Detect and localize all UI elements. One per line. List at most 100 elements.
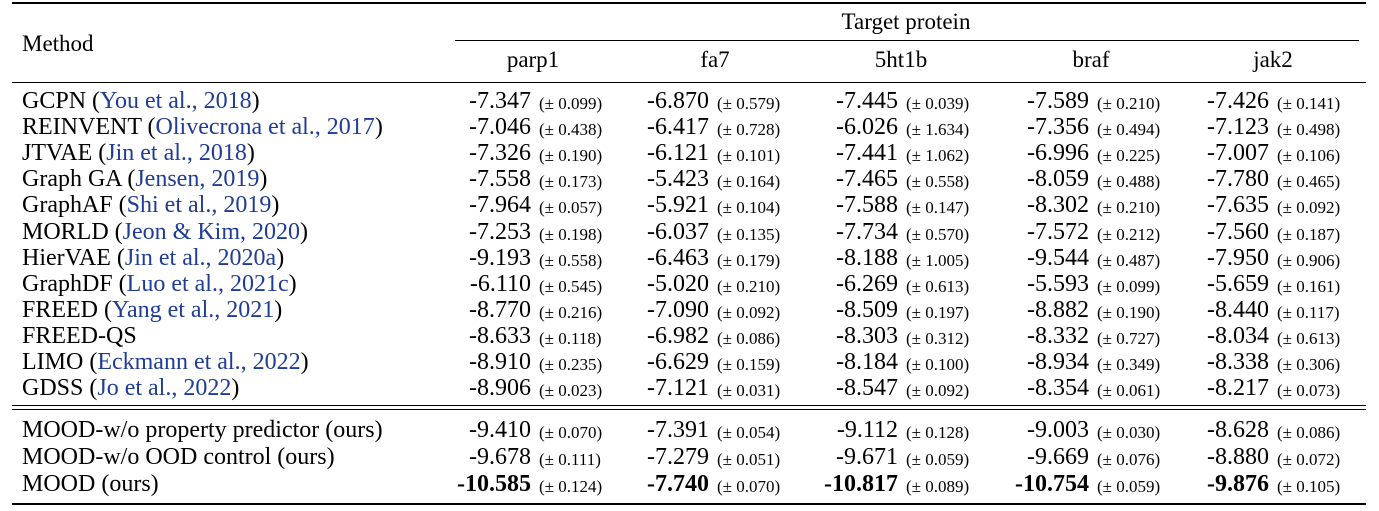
- score-std: (± 0.498): [1277, 120, 1341, 139]
- citation-link[interactable]: Eckmann et al., 2022: [97, 349, 301, 375]
- method-name: MOOD-w/o OOD control (ours): [22, 445, 335, 469]
- score-std: (± 0.039): [906, 94, 970, 113]
- score-value: -9.410: [469, 417, 531, 443]
- method-label: GDSS: [22, 375, 84, 401]
- score-std: (± 0.086): [717, 329, 781, 348]
- score-value: -9.876: [1207, 471, 1269, 497]
- score-value: -7.558: [469, 166, 531, 192]
- score-std: (± 0.613): [906, 277, 970, 296]
- score-std: (± 0.105): [1277, 477, 1341, 496]
- score-value: -9.003: [1027, 417, 1089, 443]
- score-std: (± 0.579): [717, 94, 781, 113]
- score-value: -9.544: [1027, 245, 1089, 271]
- method-name: REINVENT (Olivecrona et al., 2017): [22, 114, 383, 140]
- citation-link[interactable]: You et al., 2018: [100, 88, 252, 114]
- score-value: -8.188: [836, 245, 898, 271]
- col-header-jak2: jak2: [1253, 47, 1293, 72]
- score-std: (± 0.225): [1097, 146, 1161, 165]
- score-std: (± 0.111): [539, 450, 601, 469]
- score-value: -8.880: [1207, 444, 1269, 470]
- score-value: -7.426: [1207, 88, 1269, 114]
- score-std: (± 0.031): [717, 381, 781, 400]
- score-value: -6.121: [647, 140, 709, 166]
- score-value: -8.910: [469, 349, 531, 375]
- score-std: (± 0.190): [1097, 303, 1161, 322]
- score-std: (± 0.349): [1097, 355, 1161, 374]
- citation-link[interactable]: Jensen, 2019: [135, 166, 260, 192]
- col-header-parp1: parp1: [506, 47, 560, 72]
- score-std: (± 1.634): [906, 120, 970, 139]
- citation-link[interactable]: Shi et al., 2019: [126, 192, 272, 218]
- col-header-braf: braf: [1072, 47, 1110, 72]
- method-name: GraphAF (Shi et al., 2019): [22, 192, 280, 218]
- score-value: -6.269: [836, 271, 898, 297]
- score-std: (± 1.005): [906, 251, 970, 270]
- score-std: (± 0.159): [717, 355, 781, 374]
- score-std: (± 0.197): [906, 303, 970, 322]
- score-std: (± 0.128): [906, 423, 970, 442]
- score-value: -7.326: [469, 140, 531, 166]
- score-std: (± 0.073): [1277, 381, 1341, 400]
- score-value: -10.754: [1015, 471, 1089, 497]
- top-rule: [12, 2, 1366, 4]
- citation-link[interactable]: Jin et al., 2018: [106, 140, 247, 166]
- header-rule: [12, 82, 1366, 83]
- score-value: -6.110: [469, 271, 531, 297]
- score-std: (± 0.070): [717, 477, 781, 496]
- score-value: -7.356: [1027, 114, 1089, 140]
- score-value: -9.671: [836, 444, 898, 470]
- score-value: -8.440: [1207, 297, 1269, 323]
- score-value: -8.303: [836, 323, 898, 349]
- method-name: MOOD (ours): [22, 472, 159, 496]
- score-value: -6.463: [647, 245, 709, 271]
- method-name: GCPN (You et al., 2018): [22, 88, 260, 114]
- citation-link[interactable]: Jo et al., 2022: [97, 375, 232, 401]
- score-std: (± 0.173): [539, 172, 603, 191]
- method-name: HierVAE (Jin et al., 2020a): [22, 245, 285, 271]
- score-std: (± 0.545): [539, 277, 603, 296]
- score-std: (± 0.072): [1277, 450, 1341, 469]
- col-header-fa7: fa7: [700, 47, 730, 72]
- method-label: GraphDF: [22, 271, 113, 297]
- col-header-5ht1b: 5ht1b: [874, 47, 928, 72]
- group-separator-rule-2: [12, 409, 1366, 410]
- target-protein-header: Target protein: [841, 9, 971, 34]
- citation-link[interactable]: Jeon & Kim, 2020: [122, 219, 300, 245]
- score-value: -9.678: [469, 444, 531, 470]
- score-std: (± 0.057): [539, 198, 603, 217]
- score-std: (± 0.198): [539, 225, 603, 244]
- score-value: -7.046: [469, 114, 531, 140]
- score-value: -5.659: [1207, 271, 1269, 297]
- score-std: (± 0.438): [539, 120, 603, 139]
- score-value: -8.934: [1027, 349, 1089, 375]
- citation-link[interactable]: Jin et al., 2020a: [124, 245, 277, 271]
- score-std: (± 0.104): [717, 198, 781, 217]
- method-name: MORLD (Jeon & Kim, 2020): [22, 219, 308, 245]
- score-std: (± 0.488): [1097, 172, 1161, 191]
- score-value: -6.629: [647, 349, 709, 375]
- group-separator-rule-1: [12, 405, 1366, 406]
- score-std: (± 0.210): [1097, 198, 1161, 217]
- score-std: (± 0.187): [1277, 225, 1341, 244]
- score-value: -6.037: [647, 219, 709, 245]
- score-std: (± 0.092): [1277, 198, 1341, 217]
- score-value: -7.950: [1207, 245, 1269, 271]
- method-label: MOOD (ours): [22, 471, 159, 497]
- score-std: (± 0.212): [1097, 225, 1161, 244]
- score-value: -7.123: [1207, 114, 1269, 140]
- score-value: -5.593: [1027, 271, 1089, 297]
- score-std: (± 0.613): [1277, 329, 1341, 348]
- score-value: -6.996: [1027, 140, 1089, 166]
- bottom-rule: [12, 503, 1366, 505]
- score-std: (± 0.570): [906, 225, 970, 244]
- citation-link[interactable]: Yang et al., 2021: [112, 297, 275, 323]
- score-std: (± 0.100): [906, 355, 970, 374]
- score-value: -7.279: [647, 444, 709, 470]
- citation-link[interactable]: Luo et al., 2021c: [126, 271, 289, 297]
- score-value: -7.780: [1207, 166, 1269, 192]
- method-label: Graph GA: [22, 166, 122, 192]
- score-std: (± 0.216): [539, 303, 603, 322]
- score-value: -7.572: [1027, 219, 1089, 245]
- citation-link[interactable]: Olivecrona et al., 2017: [155, 114, 375, 140]
- score-value: -7.391: [647, 417, 709, 443]
